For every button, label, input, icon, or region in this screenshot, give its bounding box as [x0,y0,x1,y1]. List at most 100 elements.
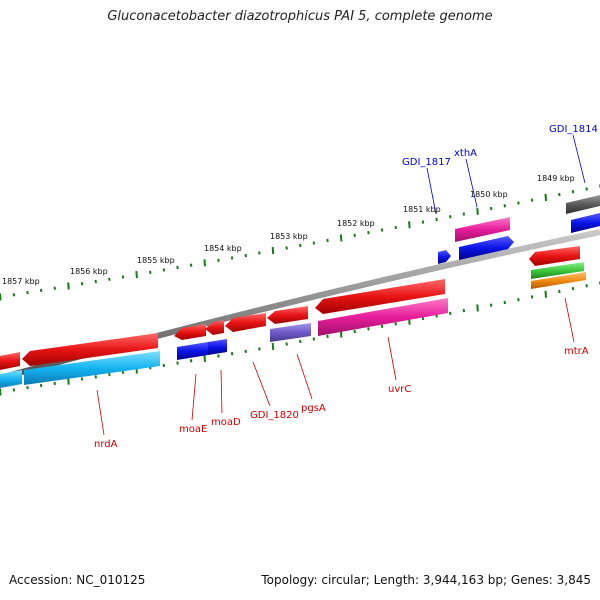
gene-mtra-red[interactable] [529,246,580,266]
ruler-minor-tick [189,359,193,363]
ruler-minor-tick [94,279,97,284]
ruler-minor-tick [176,361,179,365]
gene-label-nrda[interactable]: nrdA [94,439,118,450]
ruler-minor-tick [326,334,329,339]
scale-label-1854: 1854 kbp [204,244,242,253]
leader-mtra [564,297,575,343]
ruler-minor-tick [394,322,397,326]
ruler-minor-tick [435,217,438,222]
ruler-minor-tick [312,241,316,245]
scale-label-1852: 1852 kbp [337,219,375,228]
gene-moad-red[interactable] [205,320,224,335]
gene-pgsa-red[interactable] [267,306,308,324]
forward-strand-genes [438,195,600,264]
ruler-minor-tick [285,342,288,346]
ruler-major-tick [544,193,547,201]
ruler-major-tick [408,221,411,229]
gene-moae-blue[interactable] [177,342,208,360]
ruler-minor-tick [530,198,534,202]
gene-moae-red[interactable] [174,324,206,340]
ruler-minor-tick [80,282,84,286]
ruler-minor-tick [94,375,97,379]
leader-gdi-1814 [572,134,586,184]
ruler-minor-tick [258,251,261,255]
gene-xtha-blue[interactable] [459,236,514,260]
ruler-minor-tick [176,265,179,270]
ruler-minor-tick [53,381,56,386]
ruler-minor-tick [285,246,288,250]
gene-label-pgsa[interactable]: pgsA [301,403,326,414]
gene-gdi-1817[interactable] [438,250,451,264]
gene-uvrc-pink[interactable] [318,298,448,336]
ruler-minor-tick [489,303,493,307]
scale-ruler-outer [0,184,600,301]
ruler-minor-tick [462,212,466,216]
gene-label-gdi-1817[interactable]: GDI_1817 [402,157,451,168]
gene-pgsa-purple[interactable] [270,323,311,342]
ruler-minor-tick [108,372,111,377]
ruler-minor-tick [39,288,43,293]
ruler-major-tick [67,282,70,290]
ruler-minor-tick [244,253,247,258]
gene-label-moae[interactable]: moaE [179,424,207,435]
ruler-minor-tick [380,324,384,328]
scale-label-1853: 1853 kbp [270,232,308,241]
ruler-minor-tick [162,363,166,368]
ruler-major-tick [476,304,479,312]
ruler-major-tick [271,342,275,350]
leader-gdi-1820 [252,361,271,407]
ruler-minor-tick [26,290,29,295]
gene-nrda-red-left[interactable] [0,352,20,370]
reverse-strand-genes [0,246,586,388]
gene-label-uvrc[interactable]: uvrC [388,384,411,395]
ruler-minor-tick [80,377,84,381]
ruler-major-tick [135,271,138,279]
gene-label-xtha[interactable]: xthA [454,148,477,159]
ruler-minor-tick [530,295,534,299]
gene-nrda-cyan-left[interactable] [0,370,22,388]
gene-label-gdi-1820[interactable]: GDI_1820 [250,410,299,421]
ruler-minor-tick [149,270,152,274]
ruler-minor-tick [26,386,29,390]
ruler-minor-tick [299,339,302,344]
gene-nrda-cyan[interactable] [24,351,160,385]
ruler-minor-tick [217,258,220,262]
gene-gdi-1814-blue[interactable] [571,213,600,233]
gene-gdi-1820-red[interactable] [225,313,266,332]
scale-label-1856: 1856 kbp [70,267,108,276]
ruler-minor-tick [39,383,43,388]
ruler-major-tick [0,388,2,396]
ruler-minor-tick [449,215,452,219]
gene-xtha-pink[interactable] [455,217,510,242]
ruler-minor-tick [449,311,452,315]
gene-mtra-orange[interactable] [531,272,586,289]
ruler-minor-tick [312,337,316,341]
gene-moad-blue[interactable] [208,339,227,355]
gene-label-moad[interactable]: moaD [211,417,241,428]
scale-label-1851: 1851 kbp [403,205,441,214]
ruler-minor-tick [108,277,111,281]
scale-label-1855: 1855 kbp [137,256,175,265]
leader-pgsa [296,353,313,400]
ruler-minor-tick [162,268,166,272]
gene-uvrc-red[interactable] [315,279,445,314]
ruler-minor-tick [121,370,125,374]
gene-gdi-1814-gray[interactable] [566,195,600,214]
ruler-minor-tick [380,228,384,232]
leader-gdi-1817 [426,167,437,215]
ruler-major-tick [339,234,343,242]
gene-label-gdi-1814[interactable]: GDI_1814 [549,124,598,135]
ruler-minor-tick [421,220,425,224]
ruler-minor-tick [367,231,370,235]
gene-mtra-green[interactable] [531,262,584,279]
ruler-minor-tick [189,263,193,267]
ruler-minor-tick [585,284,588,288]
gene-label-mtra[interactable]: mtrA [564,346,589,357]
ruler-minor-tick [489,206,493,211]
ruler-minor-tick [558,192,561,197]
ruler-minor-tick [503,204,506,208]
leader-xtha [465,158,478,208]
ruler-major-tick [203,259,206,267]
gene-nrda-red[interactable] [22,333,158,366]
